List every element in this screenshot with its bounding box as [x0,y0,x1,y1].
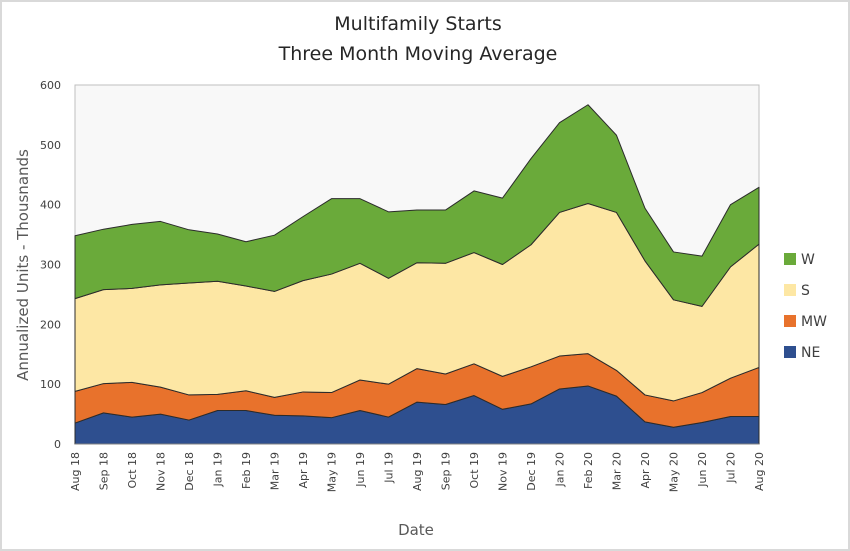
y-tick-label: 400 [40,199,61,212]
x-tick-label: Dec 19 [525,452,538,491]
x-tick-label: Dec 18 [183,452,196,491]
x-tick-label: Mar 20 [611,452,624,490]
x-tick-label: Sep 19 [440,452,453,490]
x-tick-label: Mar 19 [269,452,282,490]
y-tick-label: 100 [40,378,61,391]
x-tick-label: Sep 18 [98,452,111,490]
x-tick-label: Nov 18 [155,452,168,491]
x-tick-label: Aug 18 [69,452,82,491]
legend-swatch-mw [784,315,796,327]
chart-subtitle: Three Month Moving Average [278,43,558,65]
y-axis-title: Annualized Units - Thousnands [14,149,32,381]
x-tick-label: Jan 20 [554,452,567,487]
legend-swatch-w [784,253,796,265]
x-tick-label: Aug 20 [753,452,766,491]
y-tick-label: 500 [40,139,61,152]
y-tick-label: 0 [54,438,61,451]
area-series-group [74,104,760,445]
x-tick-label: Jul 19 [383,452,396,484]
x-tick-label: Jun 20 [696,452,709,488]
x-tick-label: Jan 19 [212,452,225,487]
x-tick-label: Feb 20 [582,452,595,489]
legend-label-w: W [801,252,815,268]
x-tick-label: Nov 19 [497,452,510,491]
x-tick-label: Oct 18 [126,452,139,489]
x-tick-label: Aug 19 [411,452,424,491]
x-tick-label: Jun 19 [354,452,367,488]
area-w [74,104,760,307]
x-tick-label: Oct 19 [468,452,481,489]
x-tick-label: Jul 20 [725,452,738,484]
y-tick-label: 200 [40,318,61,331]
legend-swatch-s [784,284,796,296]
y-tick-label: 600 [40,79,61,92]
x-axis-title: Date [398,521,434,539]
legend: WS MW NE [784,252,827,361]
legend-swatch-ne [784,346,796,358]
legend-label-ne: NE [801,345,820,361]
legend-label-mw: MW [801,314,827,330]
x-tick-label: Feb 19 [240,452,253,489]
x-tick-label: Apr 20 [639,452,652,489]
x-tick-labels: Aug 18 Sep 18 Oct 18 Nov 18 Dec 18 Jan 19 Feb … [69,452,766,492]
y-tick-labels: 0 100 200 300 400 500 600 [40,79,61,451]
x-tick-label: May 19 [326,452,339,492]
x-tick-label: Apr 19 [297,452,310,489]
chart-title: Multifamily Starts [334,13,501,35]
legend-label-s: S [801,283,810,299]
x-tick-label: May 20 [668,452,681,492]
y-tick-label: 300 [40,259,61,272]
